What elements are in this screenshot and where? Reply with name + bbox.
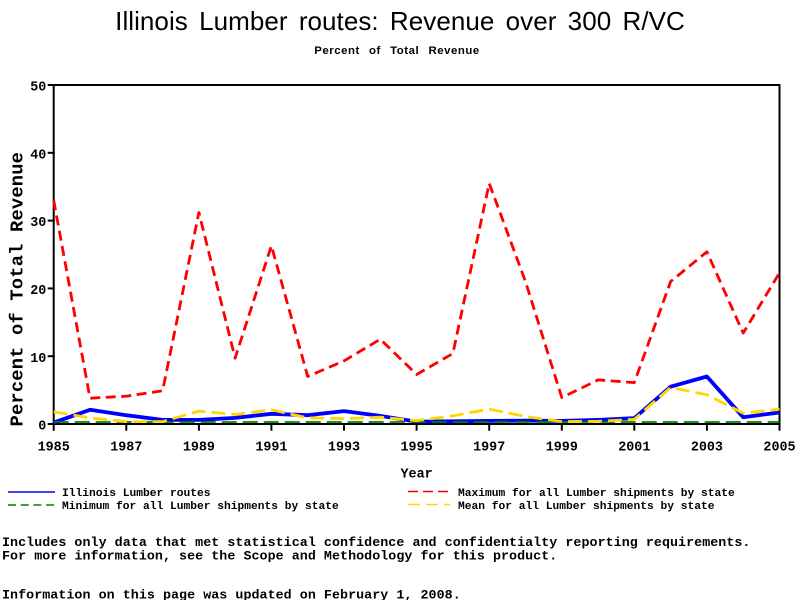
svg-text:For more information, see the: For more information, see the Scope and … <box>2 549 557 564</box>
svg-text:1997: 1997 <box>473 441 505 456</box>
svg-text:50: 50 <box>30 81 46 96</box>
svg-text:1995: 1995 <box>401 441 433 456</box>
svg-text:Maximum for all Lumber shipmen: Maximum for all Lumber shipments by stat… <box>458 488 735 500</box>
svg-text:Percent of Total Revenue: Percent of Total Revenue <box>7 152 29 427</box>
svg-text:0: 0 <box>38 420 46 435</box>
svg-text:Includes only data that met st: Includes only data that met statistical … <box>2 536 750 551</box>
svg-text:Illinois Lumber routes: Revenu: Illinois Lumber routes: Revenue over 300… <box>115 6 685 36</box>
svg-text:30: 30 <box>30 216 46 231</box>
svg-text:1999: 1999 <box>546 441 578 456</box>
svg-text:2003: 2003 <box>691 441 723 456</box>
svg-text:Percent of Total Revenue: Percent of Total Revenue <box>314 45 480 57</box>
svg-text:20: 20 <box>30 284 46 299</box>
svg-text:Mean for all Lumber shipments: Mean for all Lumber shipments by state <box>458 501 715 513</box>
svg-text:40: 40 <box>30 148 46 163</box>
svg-text:Illinois Lumber routes: Illinois Lumber routes <box>62 488 211 500</box>
svg-text:Information on this page was u: Information on this page was updated on … <box>2 589 461 600</box>
svg-text:1987: 1987 <box>110 441 142 456</box>
svg-text:Minimum for all Lumber shipmen: Minimum for all Lumber shipments by stat… <box>62 501 339 513</box>
svg-text:1991: 1991 <box>255 441 287 456</box>
svg-text:1985: 1985 <box>38 441 70 456</box>
svg-text:1993: 1993 <box>328 441 360 456</box>
svg-text:1989: 1989 <box>183 441 215 456</box>
svg-text:10: 10 <box>30 352 46 367</box>
svg-text:2001: 2001 <box>618 441 650 456</box>
svg-text:2005: 2005 <box>763 441 795 456</box>
svg-text:Year: Year <box>401 467 433 482</box>
